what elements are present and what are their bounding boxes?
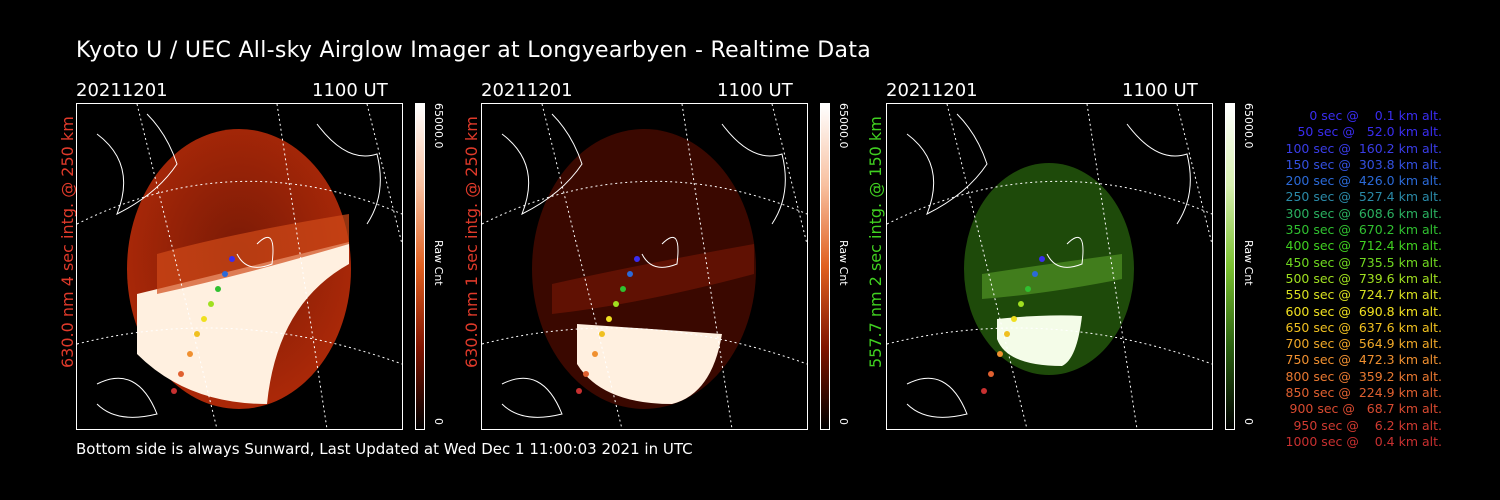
panel-2-ylabel: 630.0 nm 1 sec intg. @ 250 km	[462, 116, 481, 368]
panel-2-time: 1100 UT	[717, 80, 793, 101]
panel-2-cbar-label: Raw Cnt	[837, 240, 850, 286]
panel-2-trajectory	[576, 256, 640, 394]
panel-2-colorbar	[820, 103, 830, 430]
panel-1-image	[76, 103, 403, 430]
panel-2-date: 20211201	[481, 80, 573, 101]
legend-item: 400 sec @ 712.4 km alt.	[1281, 238, 1443, 254]
legend-item: 550 sec @ 724.7 km alt.	[1281, 287, 1443, 303]
panel-3-date: 20211201	[886, 80, 978, 101]
panel-1-trajectory	[171, 256, 235, 394]
legend-item: 750 sec @ 472.3 km alt.	[1281, 352, 1443, 368]
legend-item: 850 sec @ 224.9 km alt.	[1281, 385, 1443, 401]
page-title: Kyoto U / UEC All-sky Airglow Imager at …	[76, 38, 872, 63]
panel-1-cbar-min: 0	[432, 418, 445, 425]
panel-1-ylabel: 630.0 nm 4 sec intg. @ 250 km	[58, 116, 77, 368]
panel-3-ylabel: 557.7 nm 2 sec intg. @ 150 km	[866, 116, 885, 368]
panel-3-cbar-max: 65000.0	[1242, 103, 1255, 149]
legend-item: 250 sec @ 527.4 km alt.	[1281, 189, 1443, 205]
panel-3-image	[886, 103, 1213, 430]
panel-1-cbar-max: 65000.0	[432, 103, 445, 149]
panel-1-cbar-label: Raw Cnt	[432, 240, 445, 286]
legend-item: 450 sec @ 735.5 km alt.	[1281, 254, 1443, 270]
legend-item: 600 sec @ 690.8 km alt.	[1281, 303, 1443, 319]
panel-1-time: 1100 UT	[312, 80, 388, 101]
panel-3-time: 1100 UT	[1122, 80, 1198, 101]
legend-item: 150 sec @ 303.8 km alt.	[1281, 156, 1443, 172]
legend-item: 100 sec @ 160.2 km alt.	[1281, 140, 1443, 156]
footer-text: Bottom side is always Sunward, Last Upda…	[76, 440, 693, 458]
legend-item: 700 sec @ 564.9 km alt.	[1281, 336, 1443, 352]
altitude-legend: 0 sec @ 0.1 km alt. 50 sec @ 52.0 km alt…	[1281, 108, 1443, 450]
legend-item: 950 sec @ 6.2 km alt.	[1289, 417, 1442, 433]
legend-item: 900 sec @ 68.7 km alt.	[1285, 401, 1442, 417]
panel-3-cbar-label: Raw Cnt	[1242, 240, 1255, 286]
panel-1-date: 20211201	[76, 80, 168, 101]
legend-item: 1000 sec @ 0.4 km alt.	[1285, 433, 1442, 449]
panel-2-image	[481, 103, 808, 430]
panel-3-colorbar	[1225, 103, 1235, 430]
legend-item: 800 sec @ 359.2 km alt.	[1281, 368, 1443, 384]
panel-2-cbar-min: 0	[837, 418, 850, 425]
panel-3-cbar-min: 0	[1242, 418, 1255, 425]
panel-2-cbar-max: 65000.0	[837, 103, 850, 149]
panel-3-trajectory	[981, 256, 1045, 394]
legend-item: 300 sec @ 608.6 km alt.	[1281, 205, 1443, 221]
legend-item: 50 sec @ 52.0 km alt.	[1289, 124, 1442, 140]
legend-item: 500 sec @ 739.6 km alt.	[1281, 270, 1443, 286]
legend-item: 350 sec @ 670.2 km alt.	[1281, 222, 1443, 238]
legend-item: 650 sec @ 637.6 km alt.	[1281, 319, 1443, 335]
legend-item: 0 sec @ 0.1 km alt.	[1297, 108, 1442, 123]
legend-item: 200 sec @ 426.0 km alt.	[1281, 173, 1443, 189]
panel-1-colorbar	[415, 103, 425, 430]
